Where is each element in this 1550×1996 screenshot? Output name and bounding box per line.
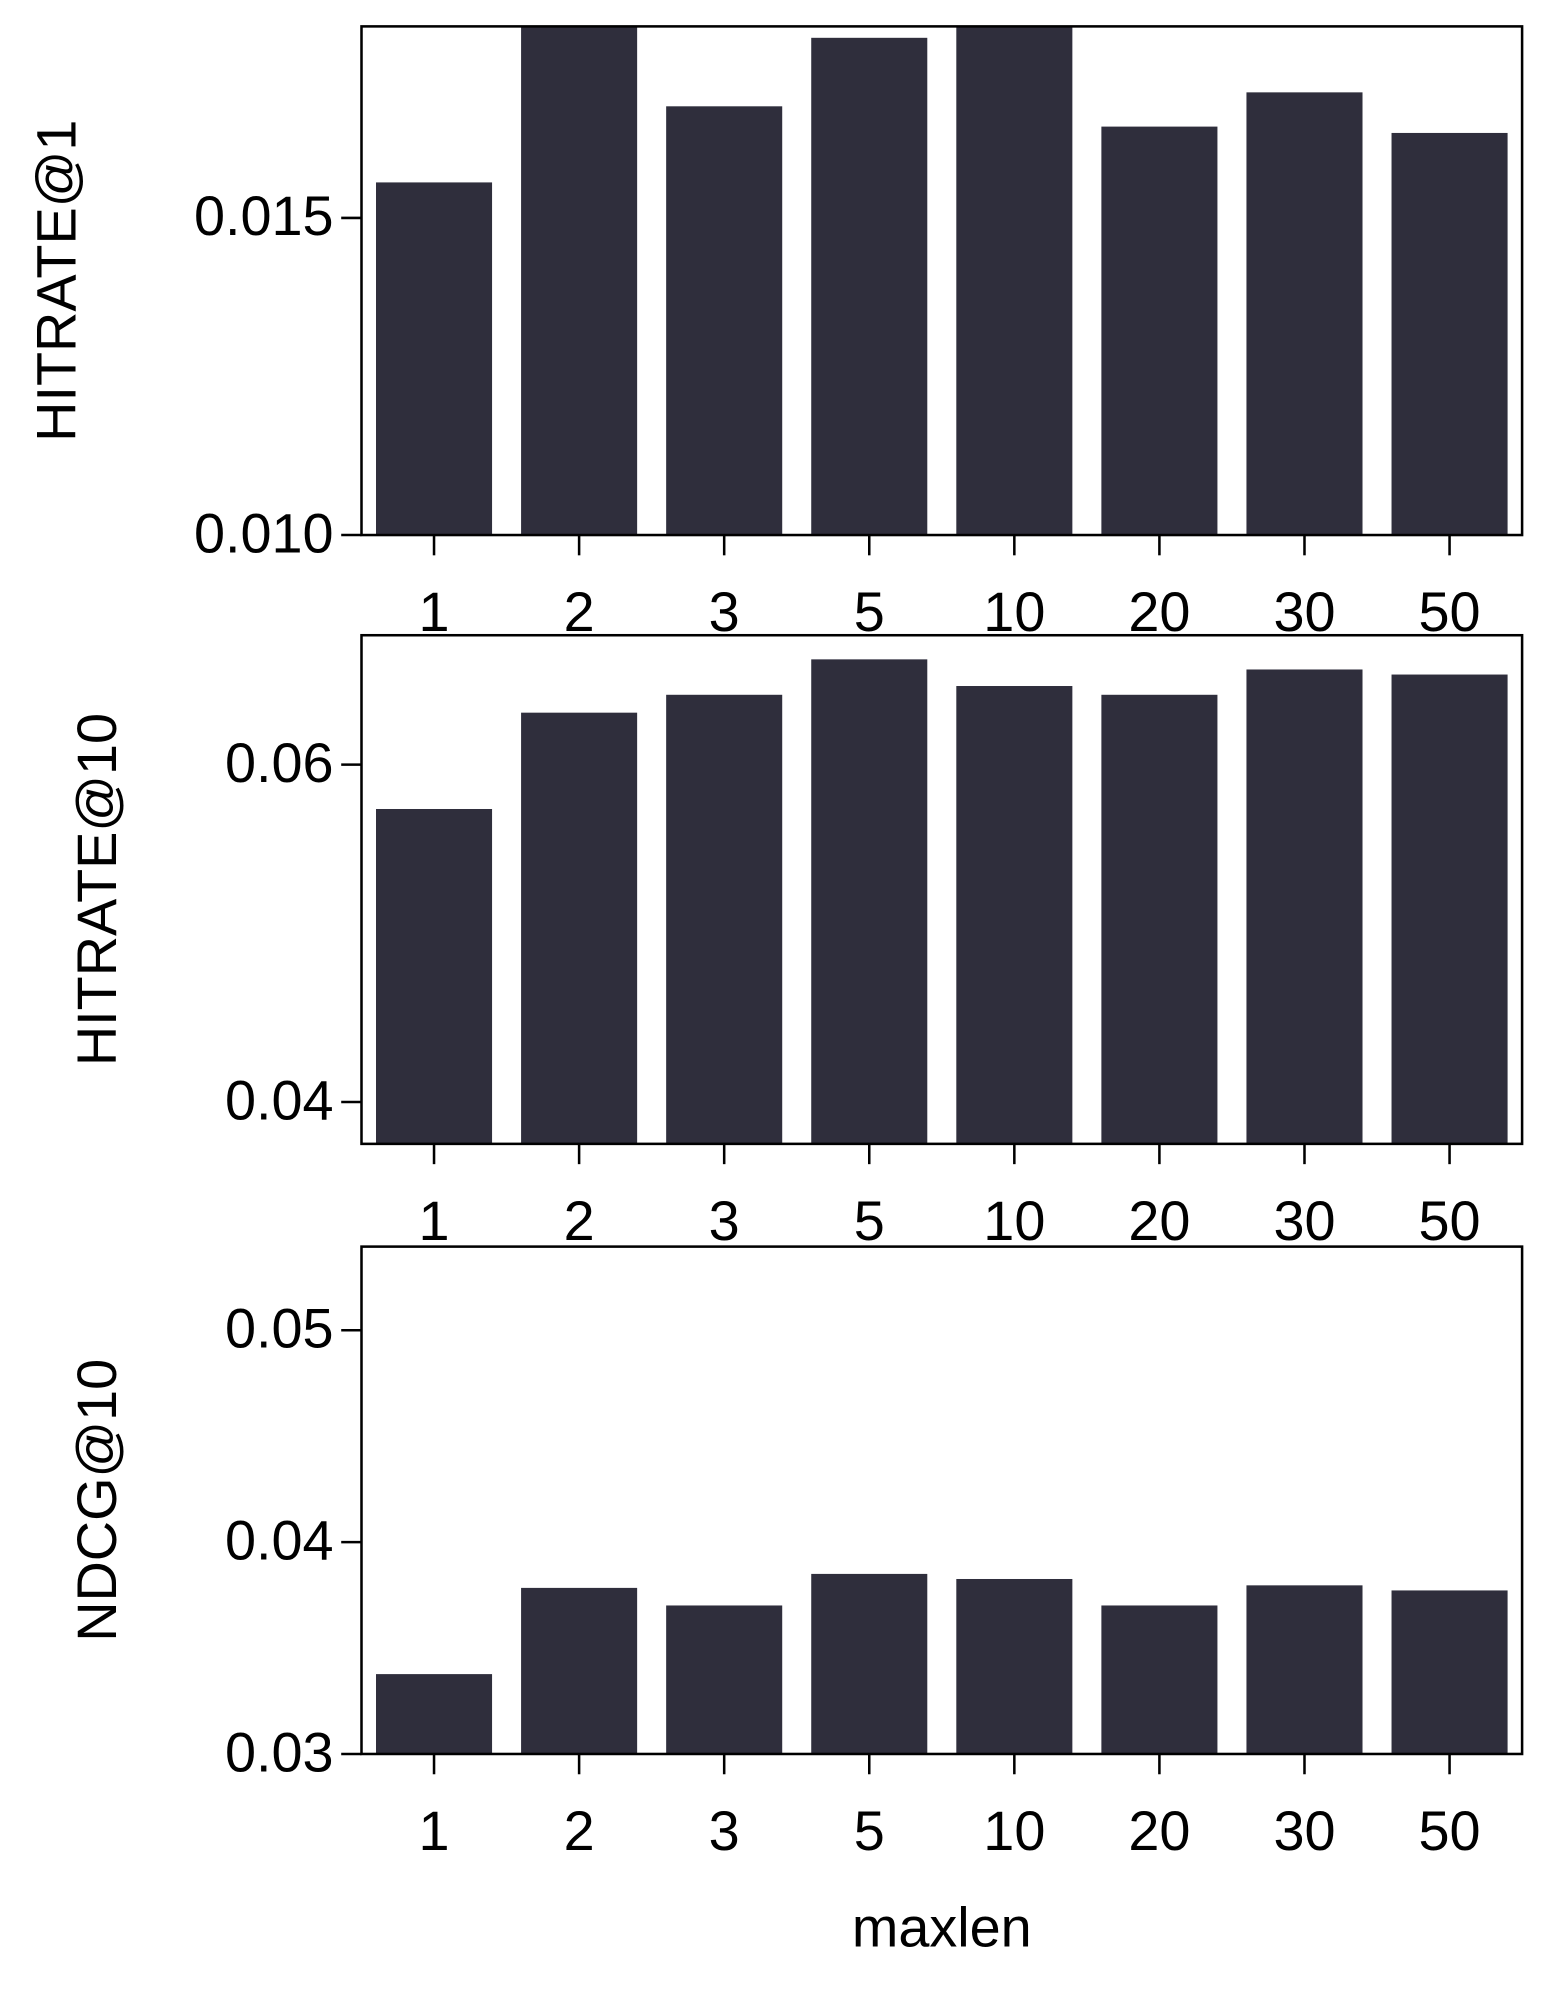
- x-tick-label: 10: [983, 1799, 1045, 1862]
- plot-area: [376, 1573, 1508, 1754]
- x-tick-label: 10: [983, 1189, 1045, 1252]
- x-tick-label: 5: [854, 1799, 885, 1862]
- x-tick-label: 5: [854, 1189, 885, 1252]
- x-tick-label: 5: [854, 580, 885, 643]
- bar: [1391, 674, 1508, 1144]
- y-axis-label: HITRATE@1: [25, 120, 88, 442]
- bar: [1391, 132, 1508, 536]
- y-tick-label: 0.06: [225, 731, 334, 794]
- bar: [1391, 1590, 1508, 1754]
- bar: [956, 686, 1073, 1144]
- bar: [811, 659, 928, 1144]
- x-tick-label: 3: [709, 1799, 740, 1862]
- bar: [1101, 126, 1218, 536]
- bar: [666, 1605, 783, 1754]
- y-tick-label: 0.010: [194, 501, 334, 564]
- axes-frame: [360, 1245, 1524, 1756]
- x-tick-label: 20: [1128, 580, 1190, 643]
- x-tick-label: 50: [1419, 1189, 1481, 1252]
- bar: [376, 1674, 493, 1754]
- bar: [1246, 669, 1363, 1144]
- plot-area: [376, 26, 1508, 536]
- bar: [376, 182, 493, 536]
- x-tick-label: 2: [564, 580, 595, 643]
- bar: [1246, 1585, 1363, 1754]
- x-tick-label: 1: [419, 580, 450, 643]
- x-tick-label: 1: [419, 1799, 450, 1862]
- x-tick-label: 10: [983, 580, 1045, 643]
- y-axis-label: NDCG@10: [65, 1359, 128, 1642]
- x-tick-label: 3: [709, 580, 740, 643]
- x-tick-label: 30: [1273, 1189, 1335, 1252]
- bar: [666, 106, 783, 536]
- y-tick-label: 0.03: [225, 1720, 334, 1783]
- axes-frame: [360, 633, 1524, 1146]
- y-axis-label: HITRATE@10: [65, 713, 128, 1066]
- bar: [811, 1573, 928, 1754]
- axes-frame: [360, 25, 1524, 537]
- x-tick-label: 2: [564, 1189, 595, 1252]
- plot-area: [376, 659, 1508, 1144]
- x-tick-label: 20: [1128, 1799, 1190, 1862]
- x-tick-label: 30: [1273, 580, 1335, 643]
- y-tick-label: 0.015: [194, 184, 334, 247]
- x-tick-label: 1: [419, 1189, 450, 1252]
- bar: [956, 1578, 1073, 1754]
- x-axis-label: maxlen: [852, 1895, 1032, 1958]
- x-tick-label: 50: [1419, 580, 1481, 643]
- bar: [1246, 92, 1363, 536]
- bar: [956, 26, 1073, 536]
- x-tick-label: 2: [564, 1799, 595, 1862]
- bar: [666, 694, 783, 1144]
- x-tick-label: 3: [709, 1189, 740, 1252]
- bar: [521, 712, 638, 1144]
- y-tick-label: 0.04: [225, 1508, 334, 1571]
- bar: [521, 26, 638, 536]
- bar: [521, 1587, 638, 1754]
- bar: [376, 808, 493, 1144]
- bar: [1101, 1605, 1218, 1754]
- y-tick-label: 0.04: [225, 1068, 334, 1131]
- x-tick-label: 20: [1128, 1189, 1190, 1252]
- x-tick-label: 50: [1419, 1799, 1481, 1862]
- x-tick-label: 30: [1273, 1799, 1335, 1862]
- y-tick-label: 0.05: [225, 1297, 334, 1360]
- bar: [811, 37, 928, 536]
- bar: [1101, 694, 1218, 1144]
